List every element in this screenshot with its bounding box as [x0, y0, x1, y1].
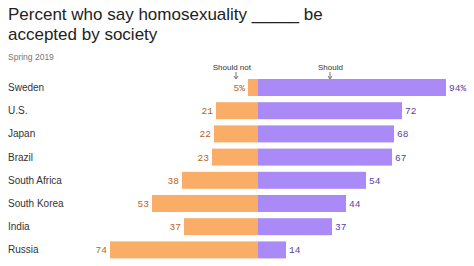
- data-label: 22: [200, 129, 212, 140]
- category-label: India: [8, 221, 30, 232]
- data-label: 67: [395, 153, 406, 164]
- bar: [258, 241, 286, 258]
- data-label: 53: [138, 199, 150, 210]
- legend-label: Should: [318, 63, 343, 72]
- category-label: Sweden: [8, 82, 44, 93]
- legend-arrow: [234, 76, 238, 79]
- data-label: 37: [335, 222, 346, 233]
- legend-label: Should not: [213, 63, 252, 72]
- bar: [184, 218, 258, 235]
- category-label: South Korea: [8, 198, 64, 209]
- legend-arrow: [236, 72, 237, 78]
- category-label: Japan: [8, 128, 35, 139]
- data-label: 23: [198, 153, 210, 164]
- title: Percent who say homosexuality _____ beac…: [8, 5, 323, 44]
- bar: [212, 149, 258, 166]
- data-label: 5%: [234, 83, 246, 94]
- legend-arrow: [330, 72, 331, 78]
- bar: [182, 172, 258, 189]
- legend-arrow: [328, 76, 332, 79]
- title-line: Percent who say homosexuality _____ be: [8, 5, 323, 24]
- bar: [258, 149, 392, 166]
- data-label: 94%: [449, 83, 466, 94]
- chart: Percent who say homosexuality _____ beac…: [0, 0, 474, 266]
- bar: [258, 218, 332, 235]
- category-label: Russia: [8, 244, 39, 255]
- bar: [258, 172, 366, 189]
- data-label: 37: [170, 222, 181, 233]
- bar: [248, 79, 258, 96]
- category-label: U.S.: [8, 105, 27, 116]
- data-label: 54: [369, 176, 381, 187]
- bar: [110, 241, 258, 258]
- bar: [258, 195, 346, 212]
- data-label: 21: [202, 106, 214, 117]
- data-label: 72: [405, 106, 417, 117]
- data-label: 68: [397, 129, 409, 140]
- data-label: 44: [349, 199, 361, 210]
- bar: [214, 125, 258, 142]
- legend: Should not Should: [213, 63, 343, 79]
- bars: [110, 79, 446, 258]
- bar: [152, 195, 258, 212]
- subtitle: Spring 2019: [8, 52, 54, 62]
- data-label: 38: [168, 176, 180, 187]
- bar: [258, 125, 394, 142]
- data-label: 14: [289, 245, 301, 256]
- category-label: Brazil: [8, 152, 33, 163]
- data-label: 74: [96, 245, 108, 256]
- title-line: accepted by society: [8, 25, 158, 44]
- bar: [258, 102, 402, 119]
- labels: Sweden 5% 94% U.S. 21 72 Japan 22 68 Brazil 23 67 So…: [8, 82, 466, 256]
- bar: [258, 79, 446, 96]
- bar: [216, 102, 258, 119]
- category-label: South Africa: [8, 175, 62, 186]
